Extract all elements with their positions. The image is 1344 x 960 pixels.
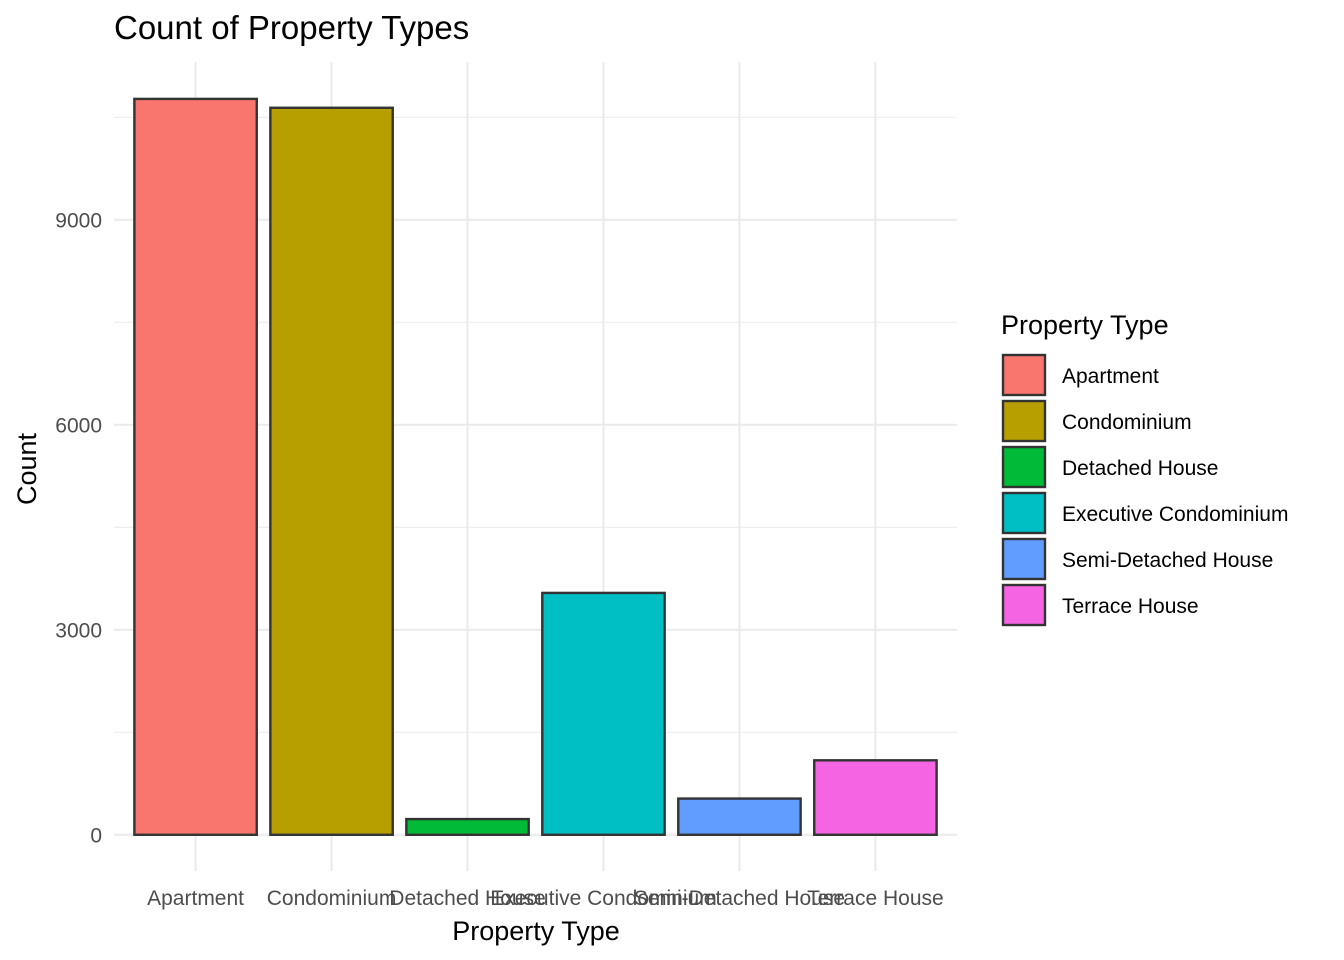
bar-terrace-house (813, 759, 938, 836)
legend-label: Executive Condominium (1062, 503, 1288, 526)
x-tick-label: Detached House (389, 887, 545, 910)
plot-panel: 0 3000 6000 9000 Apartment CondominiumDetache… (55, 62, 957, 910)
bar-executive-condominium (541, 591, 666, 836)
bar-condominium (269, 106, 394, 836)
x-tick-label: Terrace House (807, 887, 944, 910)
x-tick-label: Executive Condominium (490, 887, 716, 910)
legend-label: Semi-Detached House (1062, 549, 1273, 572)
bar-semi-detached-house (677, 797, 802, 836)
legend-key-condominium (1001, 399, 1047, 443)
legend-key-semi-detached-house (1001, 537, 1047, 581)
legend-label: Detached House (1062, 457, 1218, 480)
y-tick-label: 0 (90, 824, 102, 847)
x-tick-label: Apartment (147, 887, 244, 910)
legend-key-executive-condominium (1001, 491, 1047, 535)
y-tick-label: 3000 (55, 619, 102, 642)
legend-key-apartment (1001, 353, 1047, 397)
y-tick-label: 6000 (55, 414, 102, 437)
x-tick-label: Semi-Detached House (634, 887, 845, 910)
legend: Property Type Apartment Condominium Detach… (1001, 310, 1288, 627)
y-tick-label: 9000 (55, 209, 102, 232)
legend-label: Terrace House (1062, 595, 1199, 618)
legend-label: Condominium (1062, 411, 1192, 434)
y-axis-title: Count (12, 432, 42, 505)
legend-title: Property Type (1001, 310, 1169, 340)
legend-key-detached-house (1001, 445, 1047, 489)
legend-label: Apartment (1062, 365, 1159, 388)
bar-detached-house (405, 817, 530, 836)
x-axis-title: Property Type (452, 916, 620, 946)
chart-title: Count of Property Types (114, 9, 469, 46)
x-tick-label: Condominium (267, 887, 397, 910)
legend-key-terrace-house (1001, 583, 1047, 627)
bar-apartment (133, 97, 258, 836)
